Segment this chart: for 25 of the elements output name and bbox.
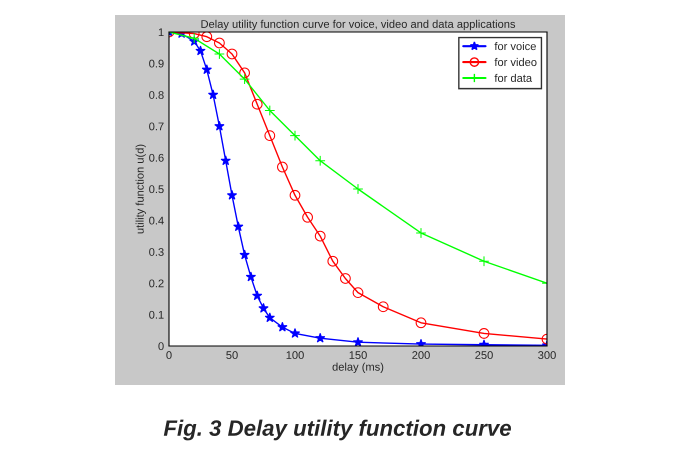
x-tick-label: 50 <box>226 351 238 360</box>
y-tick-label: 0.8 <box>149 91 164 99</box>
x-tick-label: 200 <box>412 351 430 360</box>
y-tick-label: 0.7 <box>149 122 164 130</box>
y-axis-title: utility function u(d) <box>136 144 146 234</box>
x-tick-label: 0 <box>166 351 172 360</box>
x-tick-label: 250 <box>475 351 493 360</box>
x-tick-label: 100 <box>286 351 304 360</box>
y-tick-label: 0.9 <box>149 60 164 68</box>
y-tick-label: 0.5 <box>149 185 164 194</box>
chart-title: Delay utility function curve for voice, video and data applications <box>201 20 516 30</box>
y-tick-label: 0.1 <box>149 310 164 319</box>
y-tick-label: 0.4 <box>149 216 164 225</box>
x-tick-label: 300 <box>538 351 556 360</box>
y-tick-label: 0 <box>158 342 164 350</box>
x-axis-title: delay (ms) <box>332 362 384 373</box>
y-tick-label: 0.2 <box>149 279 164 288</box>
legend-label: for data <box>494 74 532 82</box>
x-tick-label: 150 <box>350 351 367 360</box>
legend-label: for video <box>494 58 537 66</box>
legend-label: for voice <box>494 42 536 50</box>
y-tick-label: 1 <box>158 28 164 36</box>
caption: Fig. 3 Delay utility function curve <box>164 420 511 440</box>
y-tick-label: 0.3 <box>149 248 164 256</box>
y-tick-label: 0.6 <box>149 154 164 162</box>
